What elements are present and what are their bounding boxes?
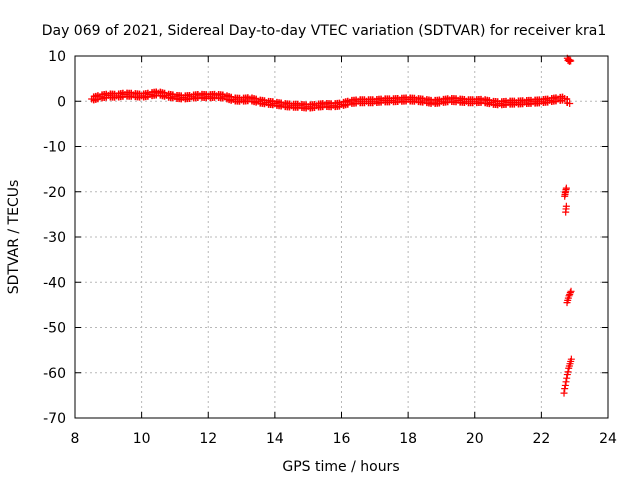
- plot-frame: [74, 55, 609, 419]
- data-point: [561, 381, 569, 389]
- chart-title: Day 069 of 2021, Sidereal Day-to-day VTE…: [42, 23, 607, 39]
- data-point: [564, 368, 572, 376]
- x-tick-label: 16: [333, 431, 351, 447]
- y-tick-label: -50: [43, 321, 66, 337]
- y-tick-label: 10: [48, 49, 66, 65]
- series-1: [560, 54, 575, 397]
- data-points: [88, 54, 575, 397]
- y-axis-label: SDTVAR / TECUs: [6, 180, 22, 295]
- data-point: [562, 202, 570, 210]
- y-tick-label: -10: [43, 140, 66, 156]
- x-tick-labels: 8 10 12 14 16 18 20 22 24: [71, 431, 617, 447]
- series-0: [88, 88, 574, 112]
- data-point: [566, 56, 574, 64]
- y-tick-labels: 10 0 -10 -20 -30 -40 -50 -60 -70: [43, 49, 66, 427]
- data-point: [253, 95, 260, 106]
- x-tick-label: 24: [599, 431, 617, 447]
- x-tick-label: 18: [399, 431, 417, 447]
- y-tick-label: -70: [43, 411, 66, 427]
- data-point: [564, 96, 571, 107]
- y-tick-label: -60: [43, 366, 66, 382]
- data-point: [567, 287, 575, 295]
- x-tick-label: 22: [532, 431, 550, 447]
- data-point: [561, 385, 569, 393]
- data-point: [559, 93, 566, 104]
- x-tick-label: 20: [466, 431, 484, 447]
- data-point: [567, 355, 575, 363]
- data-point: [560, 389, 568, 397]
- x-tick-label: 8: [71, 431, 80, 447]
- y-tick-label: 0: [57, 94, 66, 110]
- data-point: [565, 292, 573, 300]
- data-point: [562, 184, 570, 192]
- data-point: [219, 91, 226, 102]
- data-point: [563, 374, 571, 382]
- x-tick-label: 14: [266, 431, 284, 447]
- x-tick-label: 12: [199, 431, 217, 447]
- x-tick-label: 10: [133, 431, 151, 447]
- y-tick-label: -20: [43, 185, 66, 201]
- data-point: [562, 378, 570, 386]
- y-tick-label: -30: [43, 230, 66, 246]
- x-axis-label: GPS time / hours: [282, 459, 399, 475]
- grid-lines: [75, 56, 608, 418]
- data-point: [94, 92, 101, 103]
- y-tick-label: -40: [43, 275, 66, 291]
- data-point: [161, 89, 168, 100]
- data-point: [567, 57, 575, 65]
- data-point: [566, 289, 574, 297]
